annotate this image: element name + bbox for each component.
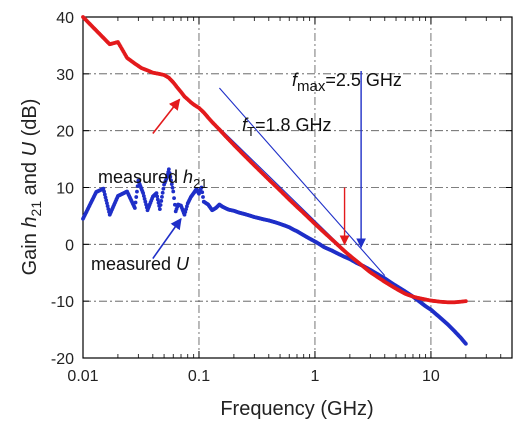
y-tick-label: -20 [51, 351, 74, 368]
data-point-u [201, 195, 205, 199]
data-point-u [184, 207, 189, 212]
x-tick-labels: 0.01 0.1 1 10 [67, 368, 440, 385]
y-axis-title-suffix: (dB) [19, 99, 41, 142]
x-tick-label: 0.1 [188, 368, 210, 385]
x-tick-label: 10 [422, 368, 440, 385]
data-point-u [132, 206, 137, 210]
data-point-u [172, 196, 176, 201]
data-point-u [157, 207, 162, 212]
u-annotation-prefix: measured [91, 254, 176, 274]
x-tick-label: 1 [311, 368, 320, 385]
y-axis-title-h-sub: 21 [28, 201, 44, 217]
fmax-value: =2.5 GHz [325, 70, 402, 90]
y-axis-title-h: h [19, 216, 41, 227]
u-annotation-u: U [176, 254, 190, 274]
data-point-u [105, 201, 109, 206]
y-tick-label: 20 [56, 124, 74, 141]
series-u [81, 167, 468, 346]
ft-subscript: T [247, 124, 255, 139]
data-point-u [158, 203, 163, 207]
arrow-label-h21 [152, 98, 181, 135]
data-point-u [168, 174, 173, 179]
data-point-u [159, 199, 164, 203]
y-tick-label: 40 [56, 10, 74, 27]
ft-value: =1.8 GHz [255, 115, 332, 135]
u-annotation: measured U [91, 254, 190, 274]
y-tick-label: -10 [51, 294, 74, 311]
fmax-subscript: max [297, 78, 326, 95]
data-point-u [143, 199, 148, 204]
data-point-u [171, 189, 176, 194]
data-point-u [104, 198, 109, 203]
data-point-u [102, 192, 107, 197]
data-point-u [160, 190, 165, 195]
ft-annotation: fT=1.8 GHz [242, 115, 332, 139]
y-axis-title-u: U [19, 141, 41, 156]
data-point-u [169, 178, 173, 183]
data-point-u [142, 196, 147, 201]
x-axis-title: Frequency (GHz) [220, 398, 373, 420]
ft-symbol: f [242, 115, 249, 135]
data-point-u [101, 186, 106, 191]
y-tick-label: 0 [65, 237, 74, 254]
data-point-h21 [463, 299, 468, 304]
data-point-u [167, 171, 172, 175]
data-point-u [166, 167, 171, 172]
data-point-u [135, 189, 139, 194]
data-point-u [105, 204, 110, 208]
data-point-u [161, 186, 166, 191]
x-tick-label: 0.01 [67, 368, 98, 385]
y-axis-title-mid: and [19, 156, 41, 200]
data-point-u [160, 194, 164, 199]
y-tick-labels: 40 30 20 10 0 -10 -20 [51, 10, 74, 368]
data-point-u [102, 189, 107, 194]
h21-annotation-sub: 21 [193, 176, 207, 191]
data-point-u [106, 207, 111, 211]
y-axis-title-prefix: Gain [19, 228, 41, 276]
data-point-u [463, 341, 468, 346]
data-point-u [155, 197, 160, 202]
plot-frame [82, 16, 513, 359]
h21-annotation-prefix: measured [98, 167, 183, 187]
data-point-u [200, 190, 205, 195]
data-point-u [141, 194, 146, 198]
series-h21 [81, 15, 468, 305]
data-point-u [103, 195, 108, 200]
data-point-u [141, 191, 146, 196]
arrow-label-u [152, 217, 182, 260]
y-tick-label: 10 [56, 181, 74, 198]
h21-annotation: measured h21 [98, 167, 208, 191]
data-point-u [134, 195, 139, 199]
fmax-annotation: fmax=2.5 GHz [292, 70, 402, 95]
annotation-arrows [152, 70, 367, 260]
data-point-u [169, 182, 174, 186]
y-axis-title: Gain h21 and U (dB) [19, 99, 44, 276]
data-point-u [155, 194, 160, 199]
data-point-u [133, 200, 138, 205]
data-point-u [144, 202, 148, 207]
h21-annotation-h: h [183, 167, 193, 187]
data-point-u [170, 185, 175, 190]
data-point-u [199, 185, 204, 190]
y-tick-label: 30 [56, 67, 74, 84]
data-point-u [154, 191, 159, 196]
fmax-symbol: f [292, 70, 299, 90]
